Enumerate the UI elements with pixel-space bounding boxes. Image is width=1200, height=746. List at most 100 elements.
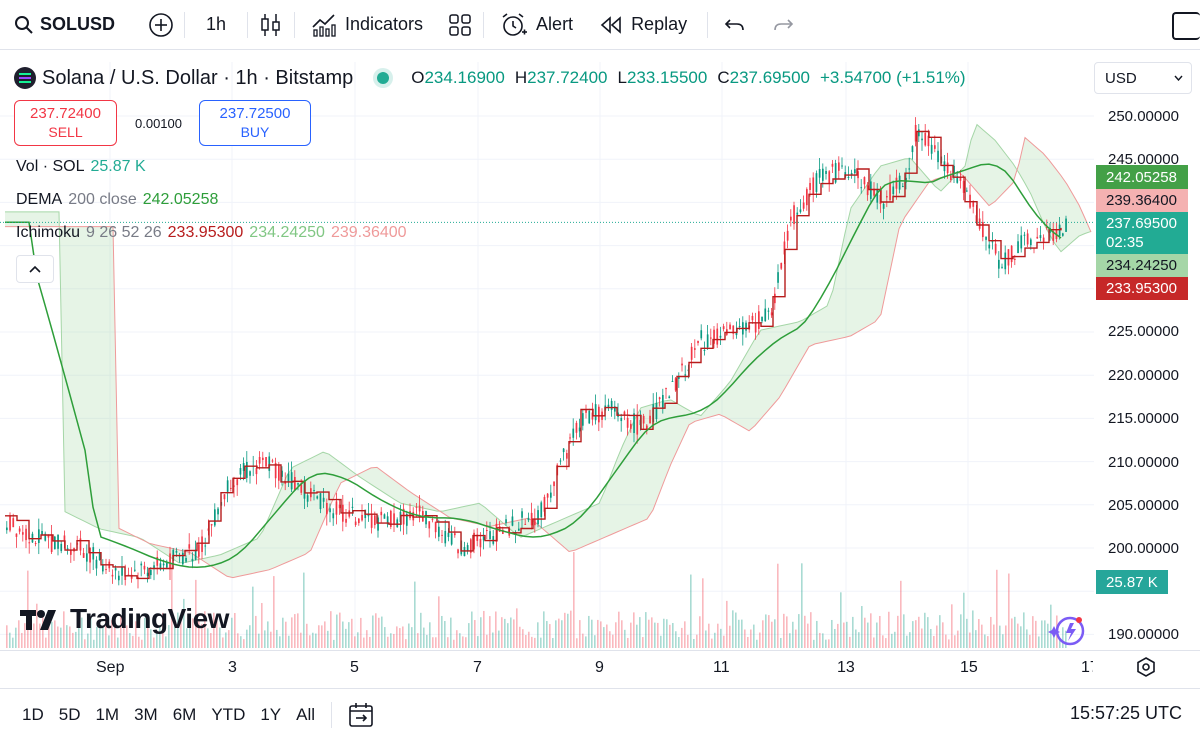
volume-bar xyxy=(369,636,371,648)
range-1m[interactable]: 1M xyxy=(95,704,120,724)
candle-body xyxy=(802,202,805,209)
volume-bar xyxy=(843,622,845,648)
volume-bar xyxy=(273,576,275,648)
volume-bar xyxy=(51,621,53,648)
volume-bar xyxy=(609,631,611,648)
collapse-legend-button[interactable] xyxy=(16,255,54,283)
range-1d[interactable]: 1D xyxy=(22,704,44,724)
volume-bar xyxy=(90,617,92,648)
candle-body xyxy=(175,550,178,553)
symbol-search[interactable]: SOLUSD xyxy=(0,0,138,50)
candle-body xyxy=(735,332,738,336)
volume-bar xyxy=(957,630,959,648)
candle-body xyxy=(710,337,712,339)
sell-button[interactable]: 237.72400 SELL xyxy=(14,100,117,146)
tradingview-logo[interactable]: TradingView xyxy=(20,603,229,635)
candle-body xyxy=(418,505,421,512)
volume-bar xyxy=(813,639,815,648)
candle-body xyxy=(63,535,66,541)
candle-body xyxy=(978,218,981,229)
volume-bar xyxy=(978,619,980,648)
range-3m[interactable]: 3M xyxy=(134,704,158,724)
candle-body xyxy=(588,410,591,424)
volume-bar xyxy=(33,623,35,648)
buy-button[interactable]: 237.72500 BUY xyxy=(199,100,311,146)
redo-button[interactable] xyxy=(768,0,798,50)
candle-body xyxy=(358,518,360,524)
volume-bar xyxy=(1059,638,1061,648)
volume-bar xyxy=(711,638,713,648)
volume-bar xyxy=(621,620,623,648)
price-chart[interactable] xyxy=(0,62,1094,650)
candle-body xyxy=(274,462,277,479)
fullscreen-button[interactable] xyxy=(1172,12,1200,40)
volume-bar xyxy=(435,637,437,648)
candle-body xyxy=(914,124,917,142)
chart-grid xyxy=(0,62,1094,650)
volume-bar xyxy=(618,611,620,648)
time-axis[interactable]: Sep 3 5 7 9 11 13 15 17 xyxy=(0,650,1200,686)
symbol-name: SOLUSD xyxy=(40,14,116,34)
interval-button[interactable]: 1h xyxy=(185,0,247,50)
candle-body xyxy=(783,241,786,255)
symbol-title[interactable]: Solana / U.S. Dollar · 1h · Bitstamp xyxy=(42,66,354,89)
range-all[interactable]: All xyxy=(296,704,316,724)
compare-button[interactable] xyxy=(138,0,184,50)
volume-bar xyxy=(966,618,968,648)
hexagon-settings-icon[interactable] xyxy=(1135,656,1157,678)
volume-bar xyxy=(534,637,536,648)
volume-bar xyxy=(39,623,41,648)
candle-body xyxy=(223,494,226,500)
volume-bar xyxy=(285,621,287,648)
volume-bar xyxy=(267,621,269,648)
candle-body xyxy=(559,460,562,462)
candle-body xyxy=(287,473,290,482)
candle-body xyxy=(866,185,869,196)
volume-bar xyxy=(249,625,251,648)
ichimoku-legend[interactable]: Ichimoku 9 26 52 26 233.95300 234.24250 … xyxy=(16,224,407,242)
volume-bar xyxy=(804,615,806,648)
dema-legend[interactable]: DEMA 200 close 242.05258 xyxy=(16,191,218,209)
range-1y[interactable]: 1Y xyxy=(260,704,282,724)
volume-bar xyxy=(54,620,56,648)
candle-body xyxy=(703,349,706,351)
utc-clock[interactable]: 15:57:25 UTC xyxy=(1069,703,1182,723)
volume-bar xyxy=(177,612,179,648)
volume-bar xyxy=(510,617,512,648)
currency-selector[interactable]: USD xyxy=(1094,62,1192,94)
replay-button[interactable]: Replay xyxy=(599,0,687,50)
range-ytd[interactable]: YTD xyxy=(211,704,246,724)
candle-body xyxy=(396,519,399,528)
indicators-button[interactable]: Indicators xyxy=(311,0,423,50)
candle-body xyxy=(985,236,987,240)
volume-bar xyxy=(321,625,323,648)
volume-bar xyxy=(48,613,50,648)
range-5d[interactable]: 5D xyxy=(58,704,81,724)
volume-bar xyxy=(432,637,434,648)
volume-bar xyxy=(468,623,470,648)
go-to-date-icon[interactable] xyxy=(348,702,374,728)
candle-body xyxy=(614,406,616,412)
candle-body xyxy=(780,263,783,269)
candle-body xyxy=(1014,258,1016,260)
chart-type-button[interactable] xyxy=(248,0,294,50)
candle-body xyxy=(671,380,674,382)
buy-price: 237.72500 xyxy=(219,105,291,122)
volume-bar xyxy=(615,622,617,648)
ichimoku-conversion-value: 233.95300 xyxy=(167,224,244,241)
volume-legend[interactable]: Vol · SOL 25.87 K xyxy=(16,158,146,176)
candle-body xyxy=(850,173,853,175)
candle-body xyxy=(521,511,523,518)
volume-bar xyxy=(942,622,944,648)
alert-label: Alert xyxy=(536,14,574,34)
volume-bar xyxy=(165,636,167,648)
undo-button[interactable] xyxy=(720,0,750,50)
market-status-dot[interactable] xyxy=(377,72,390,84)
sparkle-icon[interactable] xyxy=(1046,614,1086,648)
tradingview-logo-icon xyxy=(20,610,56,630)
volume-bar xyxy=(135,621,137,648)
templates-button[interactable] xyxy=(437,0,483,50)
alert-button[interactable]: Alert xyxy=(500,0,573,50)
range-6m[interactable]: 6M xyxy=(172,704,197,724)
indicators-label: Indicators xyxy=(345,14,424,34)
